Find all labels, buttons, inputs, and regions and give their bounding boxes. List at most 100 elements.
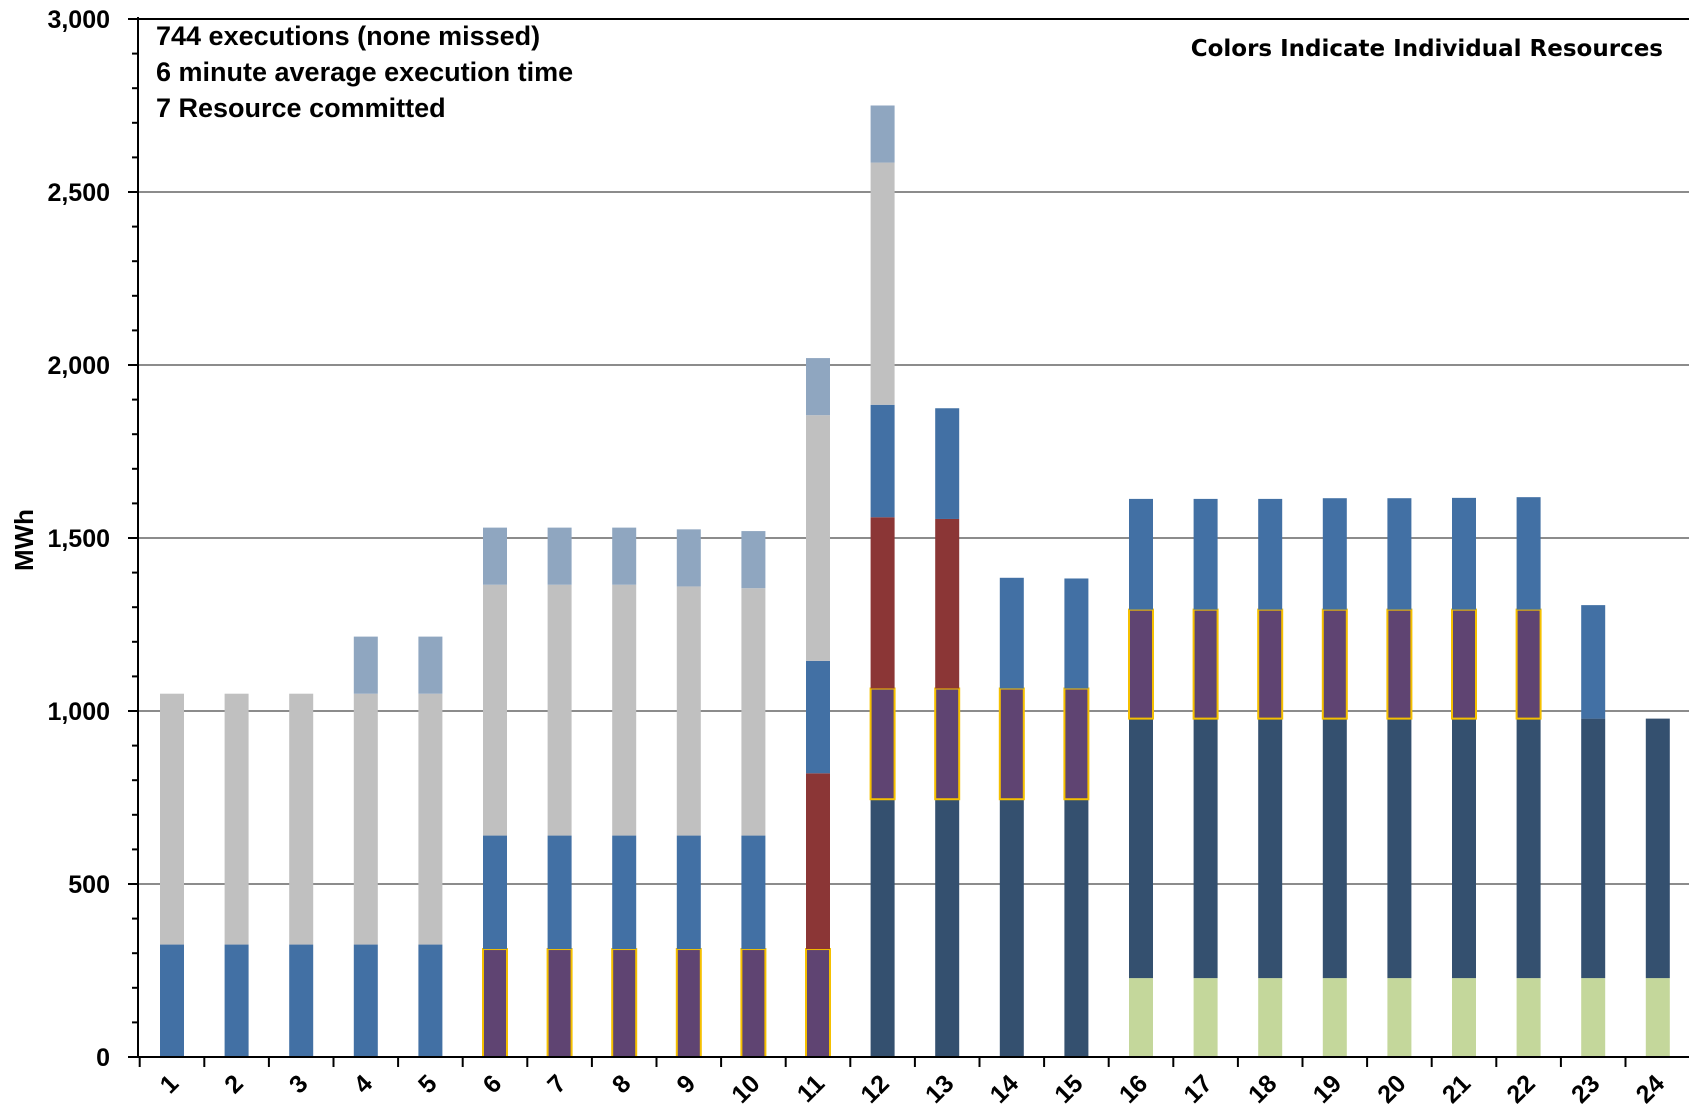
bar-stack-15 [1063,578,1090,1057]
bar-segment-lightgreen [1322,978,1347,1057]
bar-segment-blue [224,944,249,1057]
bar-segment-gray [612,584,637,836]
bar-segment-navy [870,799,895,1057]
bar-segment-blue [1452,497,1476,610]
bar-stack-19 [1321,498,1348,1057]
y-tick-label: 1,000 [47,698,110,726]
bar-segment-purple [1128,608,1154,720]
x-tick-label: 22 [1501,1069,1540,1108]
bar-segment-steel [741,531,766,589]
x-tick-label: 7 [542,1069,572,1099]
bar-segment-steel [806,358,830,416]
bar-segment-gray [870,162,895,405]
bar-segment-purple [611,948,638,1058]
bar-segment-blue [612,835,637,950]
bar-stack-16 [1128,498,1154,1057]
bar-stack-2 [224,693,249,1057]
annotation-box: 744 executions (none missed) 6 minute av… [156,18,573,126]
x-tick-label: 2 [219,1069,249,1099]
axes [128,17,1689,1067]
bar-segment-navy [1193,718,1218,979]
bar-segment-purple [482,948,508,1058]
bar-segment-blue [806,660,830,774]
bar-segment-gray [289,693,314,945]
bar-segment-navy [1064,799,1089,1057]
bar-stack-11 [805,358,831,1058]
bar-segment-gray [483,584,507,836]
y-tick-label: 1,500 [47,525,110,553]
bar-segment-purple [1451,608,1477,720]
y-tick-label: 0 [96,1044,110,1072]
bar-segment-steel [870,105,895,163]
bar-segment-red [806,773,830,950]
bar-segment-blue [741,835,766,950]
bar-segment-lightgreen [1452,978,1476,1057]
bar-segment-blue [1129,498,1153,610]
bar-segment-blue [160,944,184,1057]
bar-segment-lightgreen [1516,978,1541,1057]
x-tick-label: 24 [1631,1069,1671,1109]
bar-segment-purple [1515,608,1542,720]
bar-stack-18 [1257,498,1284,1057]
bar-segment-purple [1192,608,1219,720]
bar-segment-red [870,517,895,689]
bar-segment-gray [806,415,830,661]
bar-segment-navy [1129,718,1153,979]
x-tick-label: 20 [1372,1069,1411,1108]
bar-stack-24 [1645,718,1670,1057]
bar-segment-lightgreen [1129,978,1153,1057]
bar-segment-gray [353,693,378,945]
x-tick-label: 3 [284,1069,314,1099]
bar-segment-gray [676,586,701,836]
bar-segment-purple [869,687,896,801]
x-tick-label: 11 [792,1069,831,1108]
annotation-execution-time: 6 minute average execution time [156,57,574,87]
x-tick-label: 19 [1308,1069,1347,1108]
x-tick-label: 9 [671,1069,701,1099]
bar-stack-10 [740,531,767,1058]
bar-stack-7 [546,527,573,1058]
bar-segment-lightgreen [1387,978,1412,1057]
annotation-executions: 744 executions (none missed) [156,21,541,51]
bar-segment-purple [546,948,573,1058]
x-tick-label: 8 [607,1069,637,1099]
bar-segment-navy [935,799,960,1057]
y-tick-label: 3,000 [47,6,110,34]
bar-segment-lightgreen [1193,978,1218,1057]
bar-segment-purple [675,948,702,1058]
bar-segment-blue [1258,498,1283,610]
x-tick-label: 14 [985,1069,1025,1109]
y-tick-label: 2,000 [47,352,110,380]
bar-segment-blue [483,835,507,950]
bar-segment-purple [998,687,1025,801]
x-tick-label: 1 [155,1069,185,1099]
bar-segment-blue [418,944,443,1057]
x-tick-label: 12 [855,1069,894,1108]
bar-stack-4 [353,636,378,1057]
bar-segment-steel [676,529,701,587]
bar-stack-14 [998,577,1025,1057]
bar-segment-blue [676,835,701,950]
bar-segment-purple [740,948,767,1058]
bar-segment-gray [224,693,249,945]
annotation-resources: 7 Resource committed [156,93,446,123]
bar-stack-20 [1386,498,1413,1057]
x-tick-label: 23 [1566,1069,1605,1108]
bar-segment-blue [1193,498,1218,610]
bar-segment-steel [547,527,572,585]
bar-segment-gray [547,584,572,836]
bar-stack-21 [1451,497,1477,1057]
x-tick-label: 21 [1437,1069,1477,1109]
bar-segment-gray [160,693,184,945]
y-axis-label: MWh [9,509,39,571]
x-tick-label: 16 [1114,1069,1153,1108]
bar-segment-navy [1516,718,1541,979]
bar-segment-navy [1322,718,1347,979]
bar-segment-blue [1322,498,1347,610]
bar-segment-steel [483,527,507,585]
y-tick-label: 500 [68,871,110,899]
color-note: Colors Indicate Individual Resources [1190,36,1663,62]
bar-stack-8 [611,527,638,1058]
bar-stack-23 [1581,605,1606,1057]
